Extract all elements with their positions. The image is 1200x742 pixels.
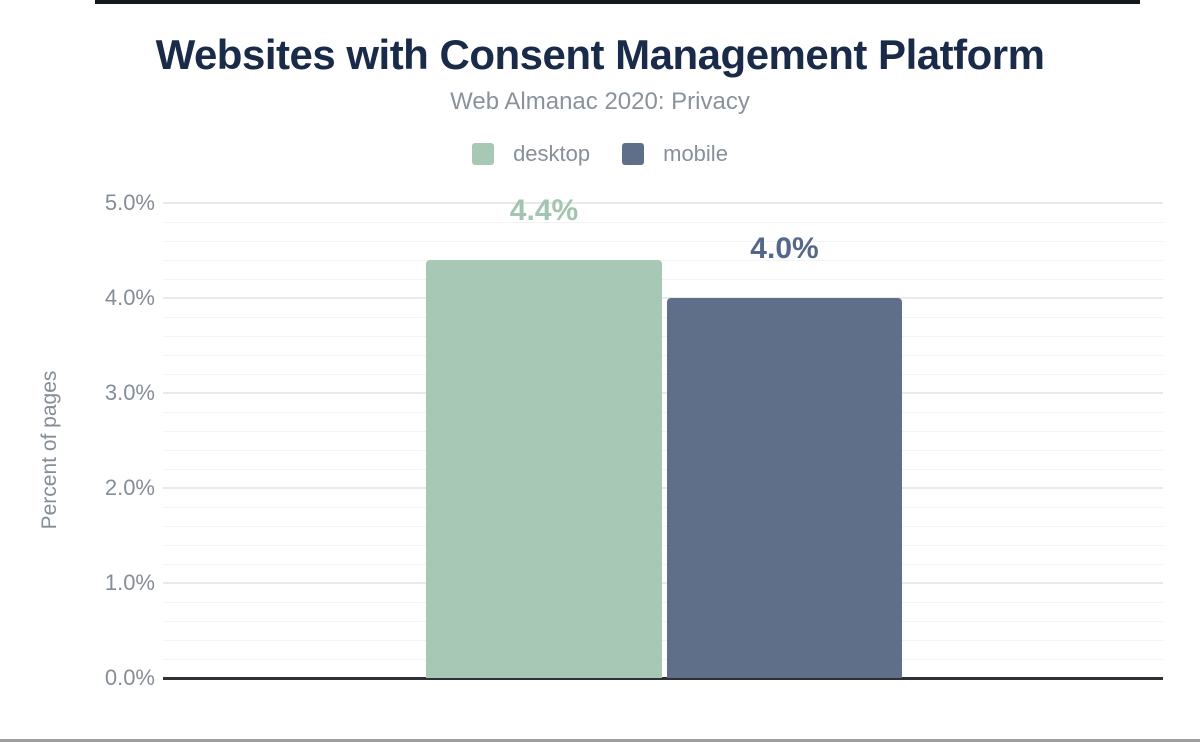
bar-mobile bbox=[667, 298, 902, 678]
y-tick-label: 2.0% bbox=[104, 475, 155, 500]
gridline-major bbox=[163, 297, 1163, 299]
gridline-major bbox=[163, 392, 1163, 394]
x-axis-baseline bbox=[163, 677, 1163, 680]
y-tick-label: 1.0% bbox=[104, 570, 155, 595]
gridline-minor bbox=[163, 659, 1163, 660]
gridline-minor bbox=[163, 602, 1163, 603]
bar-value-label-desktop: 4.4% bbox=[509, 194, 579, 227]
gridline-minor bbox=[163, 469, 1163, 470]
gridline-minor bbox=[163, 564, 1163, 565]
y-tick-label: 4.0% bbox=[104, 285, 155, 310]
gridline-minor bbox=[163, 507, 1163, 508]
bar-desktop bbox=[426, 260, 662, 678]
legend-label-desktop: desktop bbox=[513, 141, 591, 166]
legend-swatch-desktop bbox=[472, 143, 495, 165]
gridline-minor bbox=[163, 526, 1163, 527]
gridline-major bbox=[163, 487, 1163, 489]
bar-slot-desktop: 4.4% bbox=[426, 194, 662, 678]
gridline-major bbox=[163, 202, 1163, 204]
gridline-minor bbox=[163, 621, 1163, 622]
gridline-minor bbox=[163, 374, 1163, 375]
legend-item-mobile: mobile bbox=[622, 141, 728, 167]
gridline-minor bbox=[163, 355, 1163, 356]
bar-value-label-mobile: 4.0% bbox=[750, 232, 819, 265]
gridline-minor bbox=[163, 222, 1163, 223]
legend-label-mobile: mobile bbox=[663, 141, 728, 166]
gridline-minor bbox=[163, 336, 1163, 337]
gridline-minor bbox=[163, 412, 1163, 413]
y-axis: 0.0% 1.0% 2.0% 3.0% 4.0% 5.0% bbox=[40, 0, 155, 742]
top-border-rule bbox=[95, 0, 1140, 4]
chart-subtitle: Web Almanac 2020: Privacy bbox=[450, 88, 750, 115]
y-tick-label: 3.0% bbox=[104, 380, 155, 405]
chart-title: Websites with Consent Management Platfor… bbox=[155, 31, 1045, 78]
bottom-border-rule bbox=[0, 739, 1200, 742]
gridline-minor bbox=[163, 431, 1163, 432]
y-tick-label: 0.0% bbox=[104, 665, 155, 690]
legend-swatch-mobile bbox=[622, 143, 645, 165]
gridline-minor bbox=[163, 545, 1163, 546]
bar-slot-mobile: 4.0% bbox=[667, 203, 902, 678]
legend-item-desktop: desktop bbox=[472, 141, 590, 167]
gridline-minor bbox=[163, 450, 1163, 451]
gridline-minor bbox=[163, 640, 1163, 641]
gridline-minor bbox=[163, 279, 1163, 280]
y-tick-label: 5.0% bbox=[104, 190, 155, 215]
legend: desktop mobile bbox=[0, 141, 1200, 167]
y-axis-title: Percent of pages bbox=[38, 370, 61, 530]
gridline-major bbox=[163, 582, 1163, 584]
gridline-minor bbox=[163, 260, 1163, 261]
plot-area: 4.4% 4.0% bbox=[163, 194, 1163, 680]
gridline-minor bbox=[163, 241, 1163, 242]
gridline-minor bbox=[163, 317, 1163, 318]
